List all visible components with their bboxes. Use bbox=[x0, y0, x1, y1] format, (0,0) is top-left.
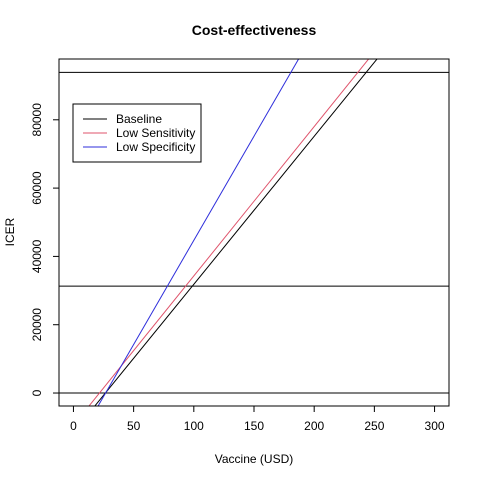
x-tick-label: 0 bbox=[70, 419, 77, 433]
y-tick-label: 0 bbox=[30, 389, 44, 396]
x-tick-label: 250 bbox=[364, 419, 384, 433]
chart-title: Cost-effectiveness bbox=[192, 22, 317, 38]
legend-label: Low Sensitivity bbox=[116, 126, 195, 140]
y-axis-label: ICER bbox=[3, 217, 17, 246]
legend-label: Baseline bbox=[116, 112, 162, 126]
y-axis: 0 20000 40000 60000 80000 bbox=[30, 103, 59, 396]
y-tick-label: 40000 bbox=[30, 239, 44, 273]
x-tick-label: 100 bbox=[184, 419, 204, 433]
x-tick-label: 150 bbox=[244, 419, 264, 433]
plot-area bbox=[59, 59, 449, 406]
x-axis-label: Vaccine (USD) bbox=[215, 452, 293, 466]
y-tick-label: 20000 bbox=[30, 308, 44, 342]
y-tick-label: 80000 bbox=[30, 103, 44, 137]
y-tick-label: 60000 bbox=[30, 171, 44, 205]
x-tick-label: 50 bbox=[127, 419, 141, 433]
x-axis: 0 50 100 150 200 250 300 bbox=[70, 406, 445, 433]
series-line-low-specificity bbox=[97, 59, 300, 406]
series-line-low-sensitivity bbox=[88, 59, 370, 406]
x-tick-label: 200 bbox=[304, 419, 324, 433]
x-tick-label: 300 bbox=[425, 419, 445, 433]
series-line-baseline bbox=[94, 59, 378, 406]
legend-label: Low Specificity bbox=[116, 140, 195, 154]
